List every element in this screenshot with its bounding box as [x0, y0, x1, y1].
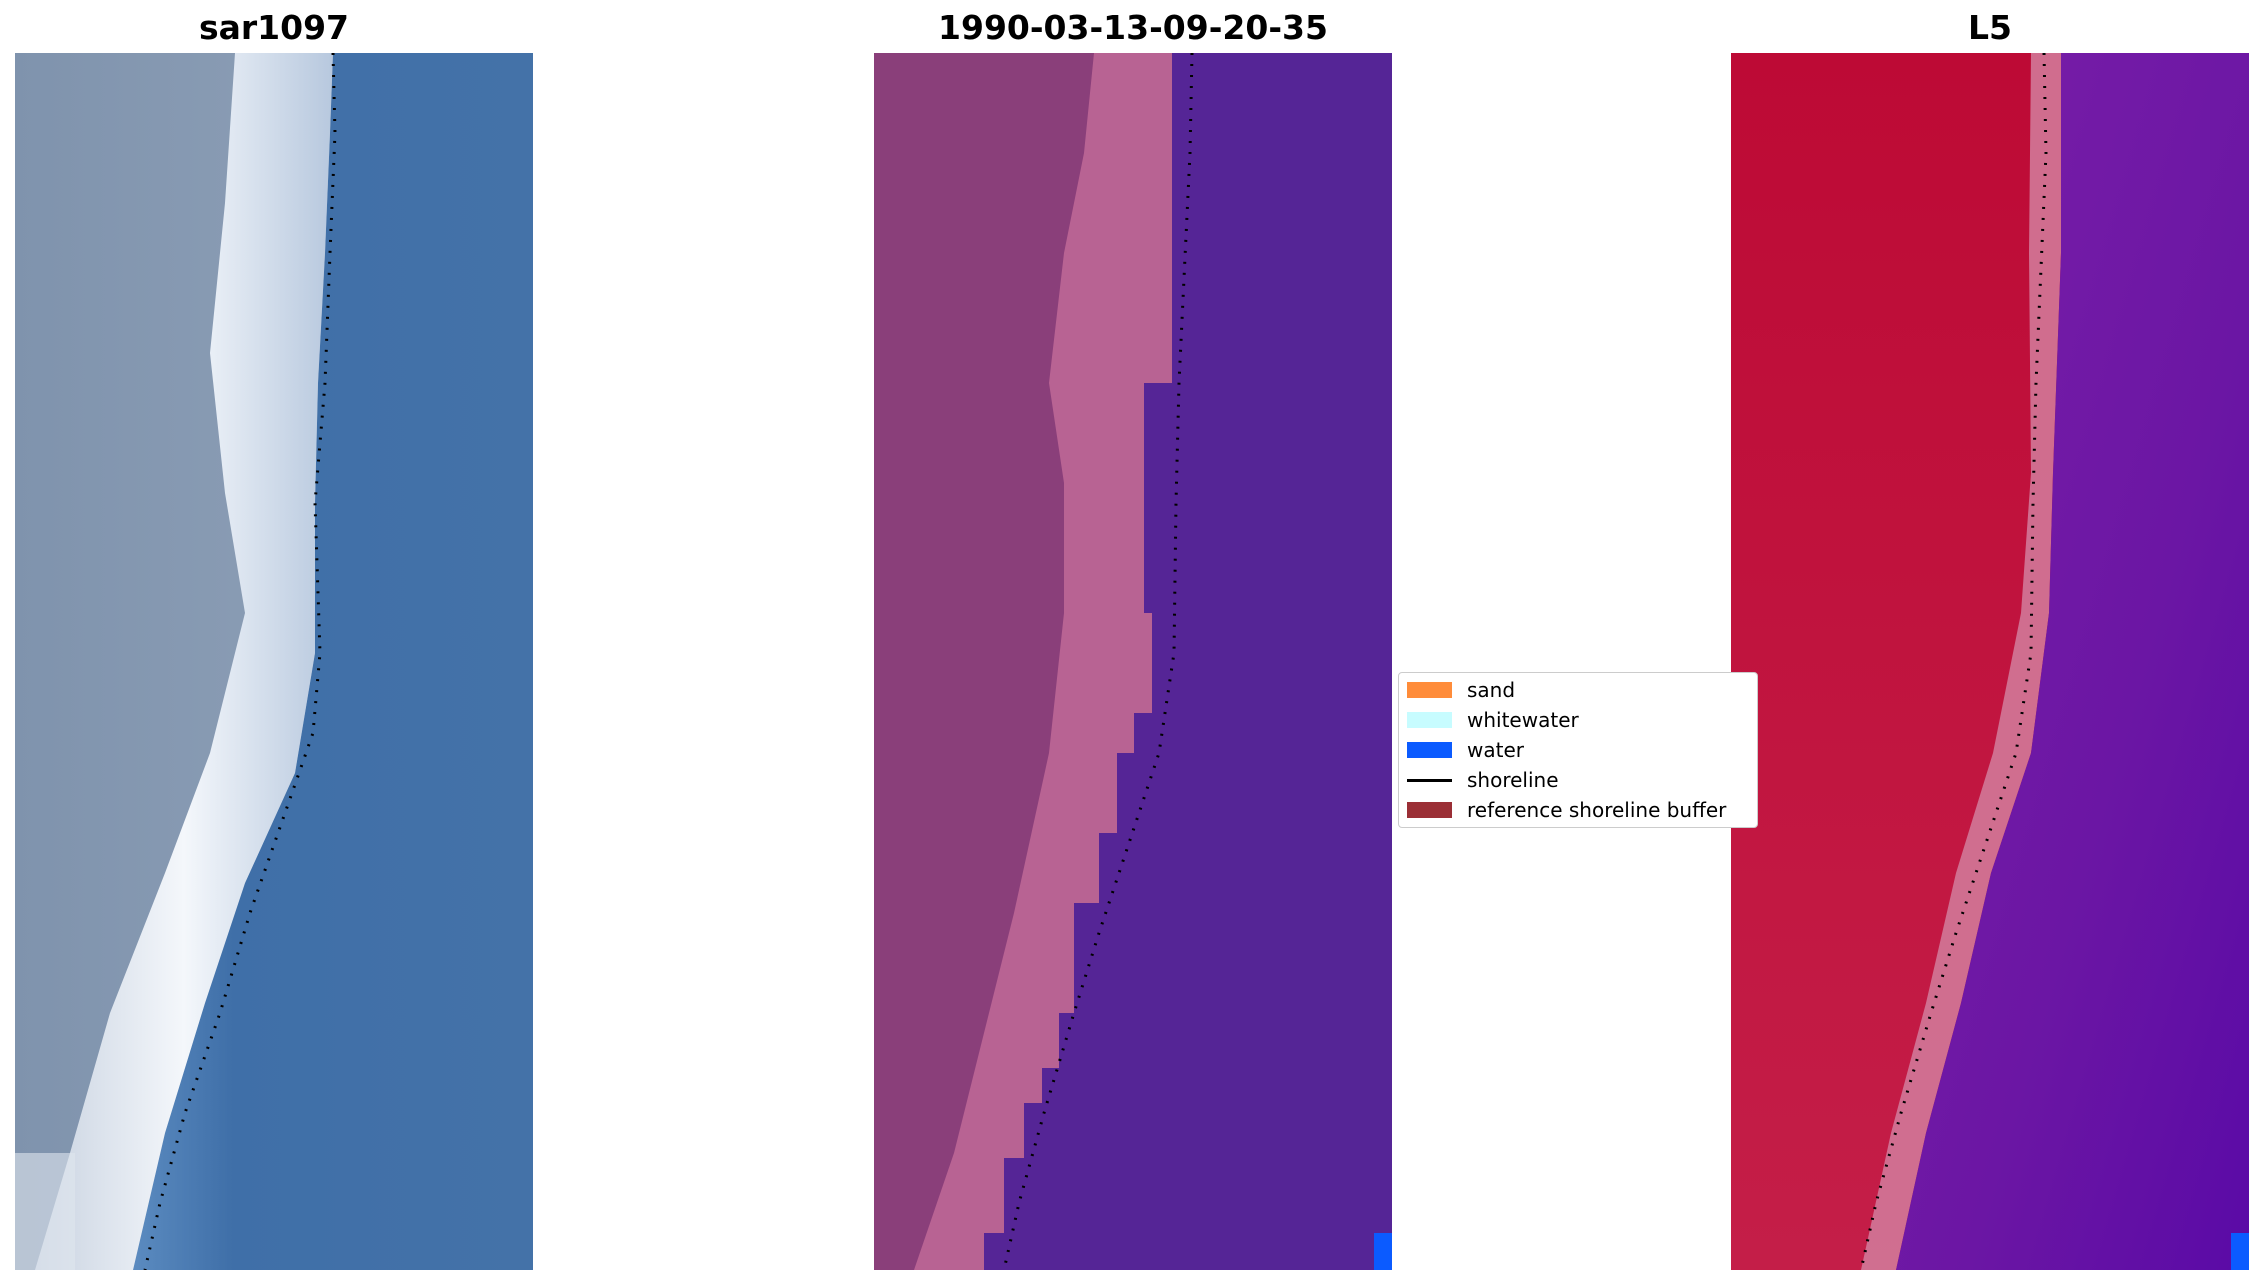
- image-panel-sar1097: sar1097: [15, 0, 533, 1283]
- shoreline-swatch: [1407, 778, 1452, 782]
- panel-title: sar1097: [198, 8, 350, 47]
- legend-item-whitewater: whitewater: [1407, 707, 1579, 733]
- water-swatch: [1407, 742, 1452, 758]
- beach-area: [1861, 53, 2061, 1270]
- water-class-patch: [1374, 1233, 1392, 1270]
- legend-item-water: water: [1407, 737, 1524, 763]
- shoreline-line: [1859, 53, 2048, 1270]
- legend-item-reference-buffer: reference shoreline buffer: [1407, 797, 1726, 823]
- beach-area: [35, 53, 333, 1270]
- water-area: [1896, 53, 2249, 1270]
- image-panel-classified: 1990-03-13-09-20-35: [874, 0, 1392, 1283]
- legend-label: reference shoreline buffer: [1467, 798, 1727, 822]
- panel-title: 1990-03-13-09-20-35: [938, 8, 1328, 47]
- legend-label: shoreline: [1467, 768, 1559, 792]
- water-class-patch: [2231, 1233, 2249, 1270]
- index-image: [1731, 53, 2249, 1270]
- satellite-rgb-image: [15, 53, 533, 1270]
- reference-buffer-swatch: [1407, 802, 1452, 818]
- legend-label: water: [1467, 738, 1524, 762]
- legend-item-shoreline: shoreline: [1407, 767, 1559, 793]
- legend-label: whitewater: [1467, 708, 1579, 732]
- image-panel-L5: L5: [1731, 0, 2249, 1283]
- legend: sand whitewater water shoreline referenc…: [1398, 672, 1758, 828]
- classified-image: [874, 53, 1392, 1270]
- water-area: [984, 53, 1392, 1270]
- legend-item-sand: sand: [1407, 677, 1515, 703]
- shoreline-line: [1002, 53, 1194, 1270]
- panel-title: L5: [1968, 8, 2012, 47]
- sand-swatch: [1407, 682, 1452, 698]
- water-area: [133, 53, 533, 1270]
- whitewater-swatch: [1407, 712, 1452, 728]
- legend-label: sand: [1467, 678, 1516, 702]
